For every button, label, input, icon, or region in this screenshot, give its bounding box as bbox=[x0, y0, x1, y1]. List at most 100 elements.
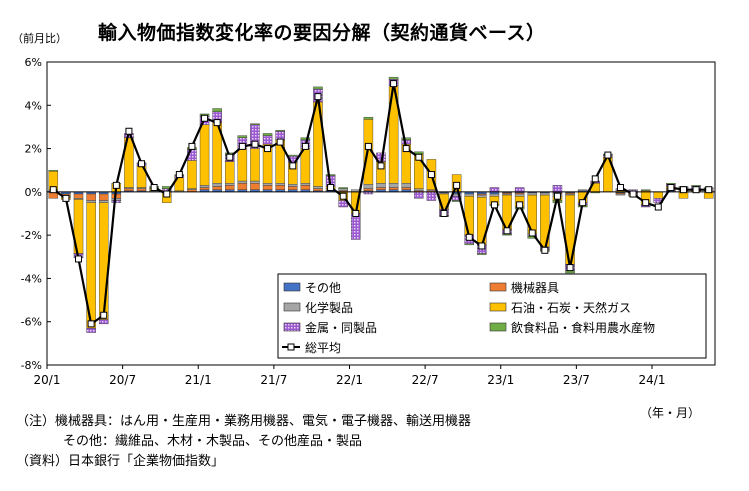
bar-chemicals bbox=[98, 200, 109, 203]
bar-machinery bbox=[262, 185, 273, 190]
total-point bbox=[629, 190, 637, 198]
bar-chemicals bbox=[338, 188, 348, 191]
x-tick-label: 24/1 bbox=[639, 373, 666, 387]
total-point bbox=[591, 175, 599, 183]
total-point bbox=[238, 142, 246, 150]
total-line-layer bbox=[49, 80, 713, 328]
total-point bbox=[87, 320, 95, 328]
bar-metals bbox=[111, 200, 122, 203]
total-point bbox=[604, 151, 612, 159]
bar-oil bbox=[187, 160, 197, 189]
legend-swatch-metals bbox=[283, 322, 301, 332]
bar-chemicals bbox=[540, 192, 550, 196]
legend-swatch-food bbox=[489, 322, 507, 332]
total-point bbox=[175, 171, 183, 179]
bar-food bbox=[363, 116, 374, 120]
bar-food bbox=[212, 108, 222, 112]
total-point bbox=[427, 171, 435, 179]
bar-food bbox=[414, 151, 424, 155]
legend-swatch-machinery bbox=[489, 282, 507, 292]
notes: （注）機械器具：はん用・生産用・業務用機器、電気・電子機器、輸送用機器 その他：… bbox=[16, 412, 471, 472]
total-point bbox=[390, 80, 398, 88]
bar-metals bbox=[489, 187, 500, 193]
y-tick-label: 4% bbox=[25, 99, 42, 112]
legend-swatch-other bbox=[283, 282, 301, 292]
bar-chemicals bbox=[577, 189, 588, 191]
total-point bbox=[188, 142, 196, 150]
source-line: （資料）日本銀行「企業物価指数」 bbox=[16, 454, 225, 469]
bar-food bbox=[388, 76, 399, 80]
x-tick-label: 20/1 bbox=[34, 373, 61, 387]
legend-label-machinery: 機械器具 bbox=[511, 280, 559, 295]
bar-oil bbox=[225, 161, 235, 184]
legend-swatch-chemicals bbox=[283, 302, 301, 312]
y-axis-unit-label: （前月比） bbox=[12, 32, 67, 45]
bar-metals bbox=[414, 191, 424, 199]
note-line-2: その他：繊維品、木材・木製品、その他産品・製品 bbox=[63, 434, 363, 449]
total-point bbox=[100, 311, 108, 319]
legend-label-other: その他 bbox=[305, 281, 341, 295]
x-tick-label: 21/1 bbox=[185, 373, 212, 387]
bar-oil bbox=[464, 195, 474, 236]
bar-chemicals bbox=[313, 186, 323, 189]
total-point bbox=[138, 160, 146, 168]
total-point bbox=[327, 184, 335, 192]
bar-food bbox=[300, 137, 311, 141]
x-tick-label: 23/7 bbox=[563, 373, 590, 387]
axis-layer: -8% -6% -4% -2% 0% 2% 4% 6% 20/1 20/7 21/1 21/7 22/1… bbox=[21, 56, 716, 387]
bar-machinery bbox=[401, 187, 411, 190]
total-point bbox=[201, 114, 209, 122]
total-point bbox=[364, 142, 372, 150]
total-point bbox=[465, 233, 473, 241]
x-tick-label: 22/7 bbox=[412, 373, 439, 387]
bar-oil bbox=[653, 191, 664, 199]
bar-chemicals bbox=[489, 193, 500, 197]
total-point bbox=[579, 199, 587, 207]
bar-chemicals bbox=[401, 182, 411, 188]
total-point bbox=[213, 119, 221, 127]
bar-food bbox=[288, 154, 298, 157]
bar-machinery bbox=[73, 193, 84, 199]
x-axis-period-label: （年・月） bbox=[640, 406, 701, 420]
legend-label-food: 飲食料品・食料用農水産物 bbox=[511, 320, 655, 335]
total-point bbox=[75, 255, 83, 263]
bar-chemicals bbox=[615, 193, 626, 196]
total-point bbox=[49, 186, 57, 194]
bar-oil bbox=[237, 148, 248, 182]
total-point bbox=[453, 181, 461, 189]
y-tick-label: 2% bbox=[25, 143, 42, 156]
bar-chemicals bbox=[477, 194, 487, 198]
bar-machinery bbox=[250, 182, 260, 190]
legend-label-oil: 石油・石炭・天然ガス bbox=[511, 300, 631, 315]
bar-machinery bbox=[124, 188, 134, 191]
x-tick-label: 23/1 bbox=[487, 373, 514, 387]
bar-food bbox=[640, 189, 651, 191]
bar-chemicals bbox=[300, 182, 311, 186]
total-point bbox=[478, 242, 486, 250]
bar-chemicals bbox=[275, 182, 285, 186]
bar-chemicals bbox=[376, 182, 386, 188]
total-point bbox=[528, 229, 536, 237]
total-point bbox=[667, 184, 675, 192]
bar-food bbox=[565, 270, 575, 274]
bar-machinery bbox=[376, 187, 386, 190]
legend-swatch-oil bbox=[489, 302, 507, 312]
bar-machinery bbox=[275, 185, 285, 190]
bar-food bbox=[401, 137, 411, 141]
bar-metals bbox=[552, 185, 563, 193]
y-tick-label: -2% bbox=[21, 229, 42, 242]
bar-machinery bbox=[98, 193, 109, 201]
bar-metals bbox=[514, 187, 525, 193]
total-point bbox=[339, 192, 347, 200]
legend-label-metals: 金属・同製品 bbox=[305, 320, 377, 335]
bar-food bbox=[325, 174, 336, 176]
total-point bbox=[566, 264, 574, 272]
total-point bbox=[112, 181, 120, 189]
total-point bbox=[352, 210, 360, 217]
bar-chemicals bbox=[250, 180, 260, 184]
bar-machinery bbox=[288, 186, 298, 190]
total-point bbox=[642, 199, 650, 207]
total-point bbox=[125, 127, 133, 135]
bar-machinery bbox=[225, 185, 235, 190]
